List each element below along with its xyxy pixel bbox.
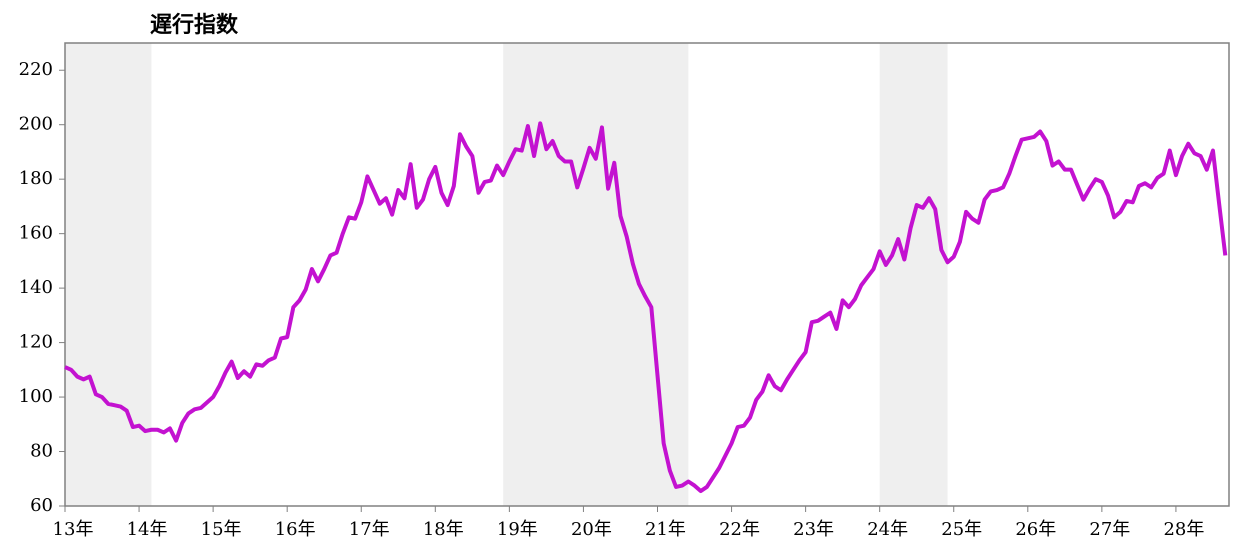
y-tick-label: 60 [30,495,53,516]
x-tick-label: 15年 [201,519,242,540]
x-tick-label: 28年 [1163,519,1204,540]
shaded-period [65,43,152,506]
x-tick-label: 17年 [349,519,390,540]
x-tick-label: 20年 [571,519,612,540]
y-tick-label: 140 [19,277,53,298]
x-tick-label: 24年 [867,519,908,540]
y-tick-label: 160 [19,223,53,244]
x-tick-label: 14年 [127,519,168,540]
x-tick-label: 22年 [719,519,760,540]
x-tick-label: 19年 [497,519,538,540]
shaded-period [503,43,689,506]
x-tick-label: 26年 [1015,519,1056,540]
x-tick-label: 16年 [275,519,316,540]
series-line [64,121,1228,494]
y-tick-label: 120 [19,332,53,353]
y-tick-label: 80 [30,441,53,462]
plot-frame [64,42,1230,507]
x-tick-label: 18年 [423,519,464,540]
x-tick-label: 25年 [941,519,982,540]
chart-title: 遅行指数 [150,12,239,38]
y-tick-label: 220 [19,59,53,80]
y-tick-label: 100 [19,386,53,407]
shaded-period [879,43,948,506]
y-tick-label: 200 [19,114,53,135]
x-tick-label: 23年 [793,519,834,540]
x-tick-label: 21年 [645,519,686,540]
y-tick-label: 180 [19,168,53,189]
x-tick-label: 27年 [1089,519,1130,540]
x-tick-label: 13年 [53,519,94,540]
